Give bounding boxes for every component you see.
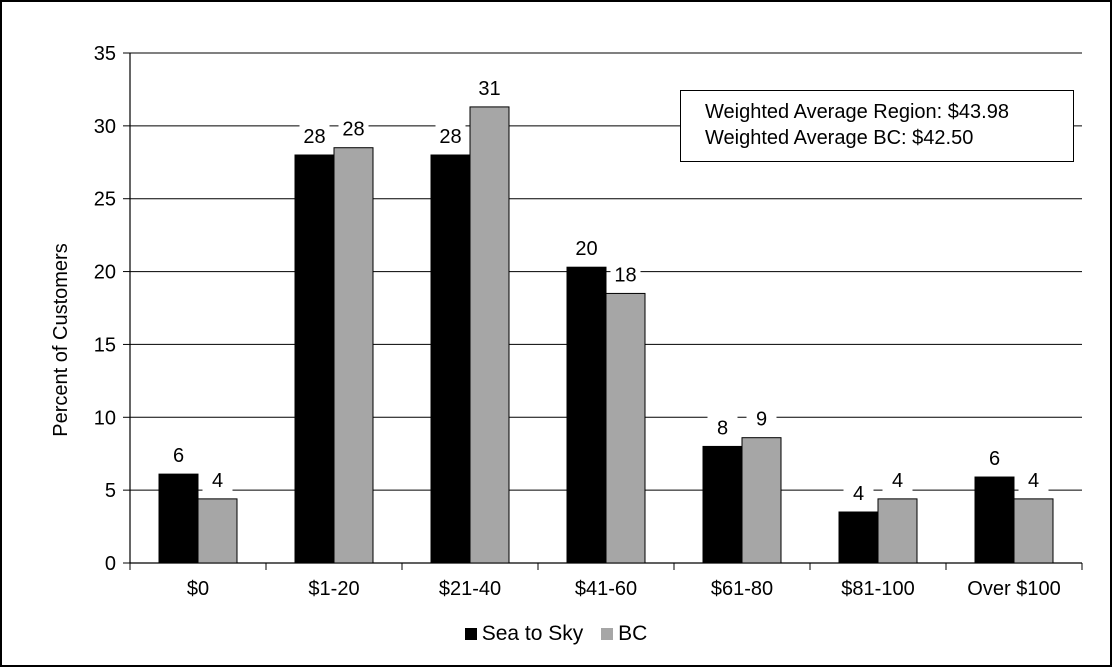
- data-label: 28: [342, 119, 364, 141]
- data-label: 4: [892, 470, 903, 492]
- data-label-background: [163, 442, 194, 469]
- data-label: 28: [439, 126, 461, 148]
- data-label: 18: [614, 264, 636, 286]
- data-label-background: [338, 115, 369, 142]
- data-label-background: [610, 261, 641, 288]
- bar-sea-to-sky: [430, 154, 471, 564]
- data-label-background: [202, 466, 233, 493]
- y-tick-label: 35: [94, 43, 116, 65]
- x-tick-label: Over $100: [967, 578, 1060, 600]
- bar-sea-to-sky: [566, 266, 607, 564]
- bar-sea-to-sky: [974, 476, 1015, 564]
- callout-line-region: Weighted Average Region: $43.98: [705, 101, 1009, 123]
- data-label: 31: [478, 78, 500, 100]
- legend: Sea to Sky BC: [0, 622, 1112, 646]
- bars: [158, 106, 1054, 564]
- callout-line-bc: Weighted Average BC: $42.50: [705, 127, 974, 149]
- bar-bc: [469, 106, 510, 564]
- legend-swatch-sea-to-sky: [464, 628, 477, 640]
- bar-bc: [741, 437, 782, 564]
- data-label-background: [435, 123, 466, 149]
- tick-labels: 0 5 10 15 20 25 30 35 $0 $1-20 $21-40 $41-60 $61-80 $…: [94, 43, 1061, 600]
- data-labels: 6 4 28 28 28 31 20 18 8 9 4 4 6 4: [163, 74, 1049, 506]
- legend-item-bc: BC: [601, 622, 647, 646]
- data-label-background: [882, 466, 913, 493]
- bar-bc: [333, 147, 374, 564]
- bar-sea-to-sky: [838, 511, 879, 564]
- x-tick-label: $21-40: [439, 578, 501, 600]
- data-label: 4: [212, 470, 223, 492]
- data-label: 6: [989, 448, 1000, 470]
- x-tick-label: $0: [187, 578, 209, 600]
- y-tick-label: 30: [94, 116, 116, 138]
- bar-sea-to-sky: [702, 445, 743, 564]
- x-tick-label: $41-60: [575, 578, 637, 600]
- y-tick-label: 20: [94, 262, 116, 284]
- data-label-background: [474, 74, 505, 101]
- data-label-background: [571, 235, 602, 262]
- y-tick-label: 10: [94, 407, 116, 429]
- x-tick-label: $1-20: [308, 578, 359, 600]
- data-label-background: [843, 480, 874, 506]
- weighted-average-callout: Weighted Average Region: $43.98 Weighted…: [680, 90, 1074, 162]
- y-tick-label: 0: [105, 553, 116, 575]
- y-axis-label: Percent of Customers: [50, 243, 72, 436]
- x-tick-label: $81-100: [841, 578, 914, 600]
- legend-label-sea-to-sky: Sea to Sky: [481, 622, 584, 645]
- bar-sea-to-sky: [158, 473, 199, 564]
- bar-sea-to-sky: [294, 154, 335, 564]
- data-label-background: [299, 123, 330, 149]
- legend-label-bc: BC: [618, 622, 648, 645]
- data-label: 4: [1028, 470, 1039, 492]
- y-tick-label: 5: [105, 480, 116, 502]
- y-tick-label: 25: [94, 189, 116, 211]
- data-label: 28: [303, 126, 325, 148]
- data-label-background: [1018, 466, 1049, 493]
- legend-swatch-bc: [601, 628, 614, 640]
- y-tick-label: 15: [94, 334, 116, 356]
- data-label: 6: [173, 445, 184, 467]
- data-label-background: [746, 405, 777, 432]
- bar-bc: [197, 498, 238, 564]
- bar-bc: [877, 498, 918, 564]
- data-label: 9: [756, 409, 767, 431]
- data-label: 8: [717, 417, 728, 439]
- data-label-background: [707, 414, 738, 441]
- bar-bc: [1013, 498, 1054, 564]
- data-label-background: [979, 445, 1010, 472]
- bar-bc: [605, 292, 646, 564]
- legend-item-sea-to-sky: Sea to Sky: [464, 622, 584, 646]
- data-label: 20: [575, 238, 597, 260]
- data-label: 4: [853, 483, 864, 505]
- x-tick-label: $61-80: [711, 578, 773, 600]
